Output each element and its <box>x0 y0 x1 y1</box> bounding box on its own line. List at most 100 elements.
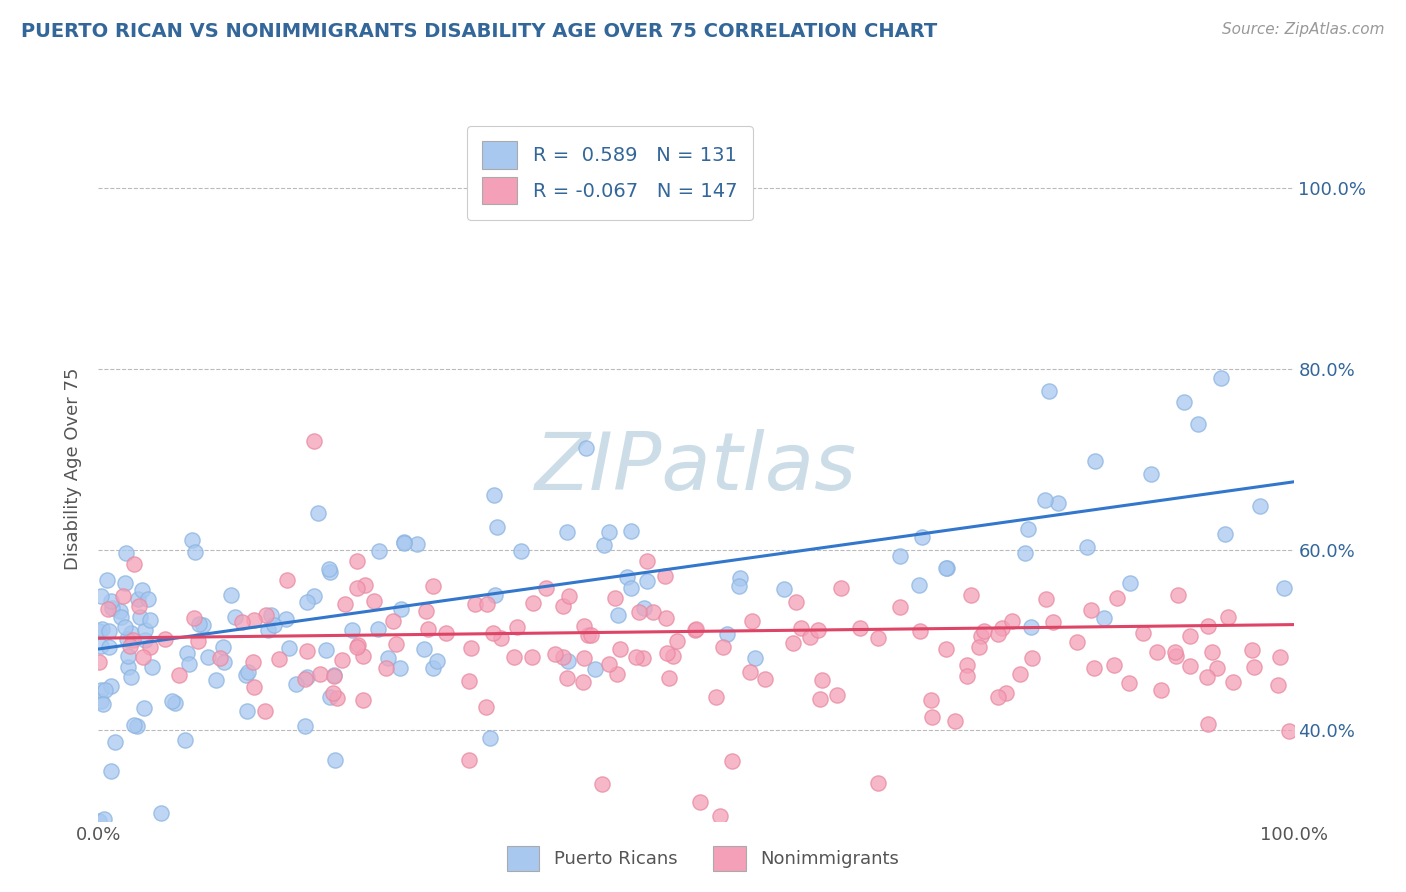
Point <box>295 670 318 684</box>
Point <box>555 671 578 685</box>
Point <box>167 668 190 682</box>
Point <box>460 640 482 655</box>
Point <box>534 581 557 595</box>
Point <box>342 624 364 638</box>
Point <box>785 595 807 609</box>
Point <box>219 588 242 602</box>
Point <box>1163 645 1185 659</box>
Point <box>741 614 763 628</box>
Point <box>323 668 346 682</box>
Point <box>122 633 145 648</box>
Point <box>520 649 543 664</box>
Point <box>422 661 444 675</box>
Point <box>1019 620 1042 634</box>
Point <box>1270 650 1292 665</box>
Point <box>482 626 505 640</box>
Point <box>1035 592 1057 607</box>
Point <box>94 682 117 697</box>
Point <box>134 633 156 648</box>
Point <box>683 623 706 637</box>
Point <box>319 565 342 579</box>
Point <box>1272 581 1295 595</box>
Point <box>191 618 214 632</box>
Point <box>636 553 658 567</box>
Point <box>585 662 607 676</box>
Point <box>807 623 830 637</box>
Point <box>619 581 641 595</box>
Point <box>995 686 1018 700</box>
Point <box>389 602 412 616</box>
Point <box>242 655 264 669</box>
Point <box>318 562 340 576</box>
Point <box>889 549 911 564</box>
Point <box>183 545 205 559</box>
Point <box>598 657 620 671</box>
Point <box>655 646 678 660</box>
Point <box>654 611 676 625</box>
Point <box>352 693 374 707</box>
Point <box>544 647 567 661</box>
Point <box>346 581 368 595</box>
Point <box>598 524 620 539</box>
Point <box>935 642 957 657</box>
Point <box>1216 609 1239 624</box>
Point <box>319 690 342 704</box>
Point <box>416 622 439 636</box>
Point <box>134 623 156 637</box>
Point <box>1118 676 1140 690</box>
Point <box>110 604 132 618</box>
Point <box>236 665 259 679</box>
Point <box>96 573 118 587</box>
Point <box>330 653 353 667</box>
Point <box>208 651 231 665</box>
Point <box>354 578 377 592</box>
Point <box>187 617 209 632</box>
Point <box>117 632 139 646</box>
Text: ZIPatlas: ZIPatlas <box>534 429 858 508</box>
Point <box>606 607 628 622</box>
Point <box>132 650 155 665</box>
Point <box>205 673 228 687</box>
Point <box>1201 645 1223 659</box>
Point <box>955 669 977 683</box>
Point <box>254 704 277 718</box>
Point <box>274 612 297 626</box>
Point <box>1209 371 1232 385</box>
Point <box>716 627 738 641</box>
Point <box>276 573 298 587</box>
Point <box>557 654 579 668</box>
Point <box>295 595 318 609</box>
Point <box>744 651 766 665</box>
Point <box>415 604 437 618</box>
Point <box>183 611 205 625</box>
Point <box>973 624 995 639</box>
Point <box>141 659 163 673</box>
Point <box>1104 658 1126 673</box>
Point <box>1139 467 1161 481</box>
Point <box>740 665 762 679</box>
Legend: R =  0.589   N = 131, R = -0.067   N = 147: R = 0.589 N = 131, R = -0.067 N = 147 <box>467 126 752 219</box>
Point <box>810 692 832 706</box>
Point <box>112 589 135 603</box>
Point <box>302 434 325 449</box>
Point <box>260 607 283 622</box>
Point <box>991 621 1014 635</box>
Point <box>579 628 602 642</box>
Point <box>263 618 285 632</box>
Point <box>413 641 436 656</box>
Point <box>1173 394 1195 409</box>
Point <box>730 571 752 585</box>
Point <box>591 777 613 791</box>
Point <box>302 590 325 604</box>
Point <box>721 754 744 768</box>
Point <box>165 696 187 710</box>
Point <box>662 648 685 663</box>
Point <box>754 672 776 686</box>
Point <box>641 606 664 620</box>
Point <box>257 624 280 638</box>
Point <box>197 649 219 664</box>
Point <box>307 506 329 520</box>
Point <box>631 651 654 665</box>
Point <box>489 631 512 645</box>
Point <box>177 657 200 671</box>
